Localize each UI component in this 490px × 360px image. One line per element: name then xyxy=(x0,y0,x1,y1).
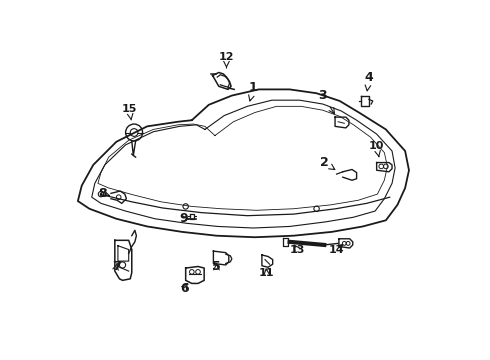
Text: 12: 12 xyxy=(219,52,234,68)
Text: 9: 9 xyxy=(180,212,189,225)
Text: 14: 14 xyxy=(329,244,344,255)
Text: 5: 5 xyxy=(212,260,221,273)
Text: 2: 2 xyxy=(320,156,335,170)
Text: 15: 15 xyxy=(122,104,137,120)
Text: 3: 3 xyxy=(318,89,334,114)
Text: 4: 4 xyxy=(365,71,373,91)
Text: 1: 1 xyxy=(248,81,258,101)
Text: 8: 8 xyxy=(98,187,110,200)
Text: 13: 13 xyxy=(290,244,305,255)
Text: 7: 7 xyxy=(112,260,121,273)
Text: 6: 6 xyxy=(180,282,189,294)
Text: 11: 11 xyxy=(259,267,274,278)
Text: 10: 10 xyxy=(369,141,384,157)
